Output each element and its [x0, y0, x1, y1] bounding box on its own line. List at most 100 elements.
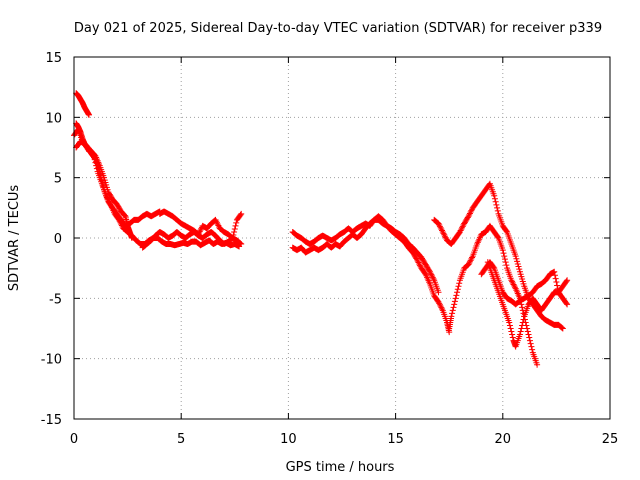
data-point [238, 241, 245, 248]
data-point [118, 221, 125, 228]
data-point [508, 328, 515, 335]
data-point [494, 204, 501, 211]
data-point [215, 222, 222, 229]
series-track-h [289, 216, 442, 296]
data-point [214, 221, 221, 228]
data-point [416, 262, 423, 269]
data-point [551, 268, 558, 275]
data-point [416, 260, 423, 267]
data-point [467, 257, 474, 264]
data-point [516, 266, 523, 273]
data-point [117, 219, 124, 226]
data-point [213, 218, 220, 225]
data-point [454, 286, 461, 293]
x-tick-label: 0 [70, 432, 78, 447]
y-tick-label: -5 [49, 292, 62, 307]
data-point [450, 304, 457, 311]
data-point [106, 198, 113, 205]
data-point [213, 219, 220, 226]
series-track-f [156, 208, 245, 241]
data-point [514, 260, 521, 267]
data-point [452, 295, 459, 302]
data-point [414, 258, 421, 265]
data-point [466, 258, 473, 265]
data-point [440, 230, 447, 237]
data-point [414, 256, 421, 263]
data-point [106, 199, 113, 206]
x-tick-labels: 0 5 10 15 20 25 [70, 432, 618, 447]
data-point [413, 255, 420, 262]
data-point [457, 227, 464, 234]
data-point [460, 221, 467, 228]
data-point [506, 322, 513, 329]
data-point [442, 234, 449, 241]
data-point [231, 228, 238, 235]
data-point [551, 272, 558, 279]
data-points [71, 90, 571, 368]
data-point [128, 235, 135, 241]
y-tick-label: -15 [41, 413, 62, 428]
data-point [500, 250, 507, 257]
data-point [554, 282, 561, 289]
data-point [509, 280, 516, 287]
data-point [229, 235, 236, 241]
data-point [467, 209, 474, 216]
series-track-c [73, 90, 93, 118]
x-tick-label: 10 [280, 432, 297, 447]
x-tick-label: 20 [495, 432, 512, 447]
data-point [529, 346, 536, 353]
data-point [501, 253, 508, 260]
data-point [503, 262, 510, 269]
data-point [459, 223, 466, 230]
data-point [513, 255, 520, 262]
data-point [493, 201, 500, 208]
data-point [426, 268, 433, 275]
y-tick-label: 10 [45, 111, 62, 126]
data-point [197, 227, 204, 234]
data-point [230, 231, 237, 238]
data-point [503, 227, 510, 234]
data-point [441, 231, 448, 238]
data-point [465, 213, 472, 220]
data-point [238, 210, 245, 217]
data-point [456, 228, 463, 235]
data-point [528, 343, 535, 350]
data-point [559, 324, 566, 331]
data-point [439, 228, 446, 235]
data-point [116, 216, 123, 223]
data-point [558, 324, 565, 331]
data-point [232, 222, 239, 229]
data-point [501, 256, 508, 263]
data-point [525, 331, 532, 338]
data-point [491, 195, 498, 202]
data-point [436, 301, 443, 308]
data-point [491, 192, 498, 199]
data-point [490, 264, 497, 271]
data-point [506, 319, 513, 326]
data-point [439, 305, 446, 312]
data-point [449, 307, 456, 314]
x-tick-label: 25 [602, 432, 619, 447]
data-point [466, 210, 473, 217]
data-point [553, 279, 560, 286]
y-tick-label: 0 [54, 232, 62, 247]
data-point [436, 221, 443, 228]
data-point [430, 275, 437, 282]
data-point [516, 331, 523, 338]
data-point [459, 224, 466, 231]
series-track-i [431, 180, 566, 332]
data-point [436, 300, 443, 307]
x-axis-label: GPS time / hours [286, 460, 395, 475]
data-point [212, 216, 219, 223]
series-track-k [484, 259, 571, 350]
data-point [509, 334, 516, 341]
data-point [486, 181, 493, 188]
data-point [559, 325, 566, 332]
data-point [429, 273, 436, 280]
data-point [438, 226, 445, 233]
data-point [427, 270, 434, 277]
data-point [439, 227, 446, 234]
data-point [436, 223, 443, 230]
data-point [421, 270, 428, 277]
